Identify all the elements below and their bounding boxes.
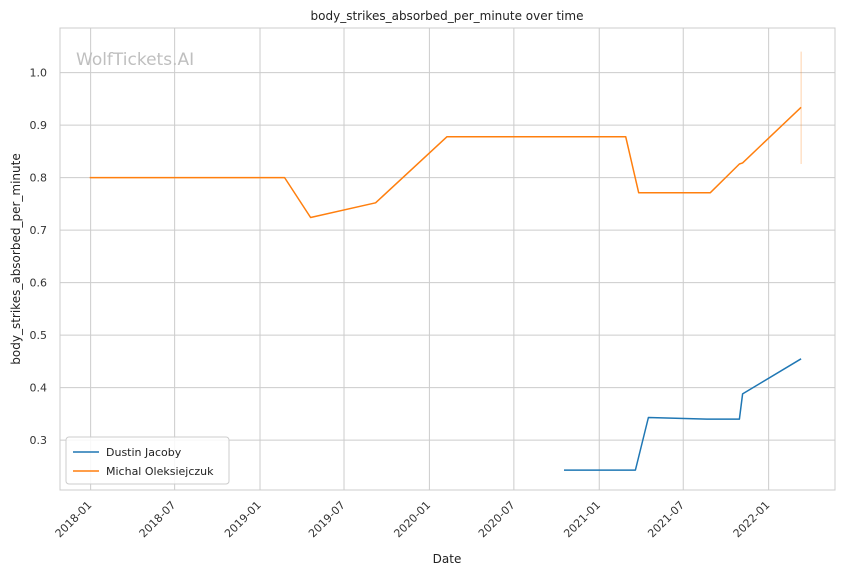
watermark: WolfTickets.AI <box>76 50 194 70</box>
y-axis-ticks: 0.3 0.4 0.5 0.6 0.7 0.8 0.9 1.0 <box>30 67 48 448</box>
y-tick-label: 0.5 <box>30 329 48 342</box>
grid <box>60 28 835 490</box>
y-tick-label: 1.0 <box>30 67 48 80</box>
y-tick-label: 0.8 <box>30 172 48 185</box>
x-tick-label: 2018-01 <box>53 499 95 541</box>
x-tick-label: 2018-07 <box>137 499 179 541</box>
x-tick-label: 2020-01 <box>391 499 433 541</box>
legend-label-michal-oleksiejczuk: Michal Oleksiejczuk <box>106 465 214 478</box>
series-layer <box>89 51 802 471</box>
x-tick-label: 2020-07 <box>476 499 518 541</box>
x-tick-label: 2019-01 <box>222 499 264 541</box>
x-tick-label: 2021-07 <box>645 499 687 541</box>
series-line-dustin-jacoby <box>564 358 802 471</box>
y-tick-label: 0.3 <box>30 434 48 447</box>
plot-frame <box>59 27 836 491</box>
chart-title: body_strikes_absorbed_per_minute over ti… <box>311 9 584 23</box>
y-tick-label: 0.4 <box>30 382 48 395</box>
y-tick-label: 0.7 <box>30 224 48 237</box>
x-axis-label: Date <box>433 552 462 566</box>
legend-label-dustin-jacoby: Dustin Jacoby <box>106 446 182 459</box>
x-tick-label: 2022-01 <box>731 499 773 541</box>
series-line-michal-oleksiejczuk <box>89 106 802 219</box>
legend: Dustin Jacoby Michal Oleksiejczuk <box>65 436 230 485</box>
y-tick-label: 0.6 <box>30 277 48 290</box>
y-axis-label: body_strikes_absorbed_per_minute <box>9 153 23 364</box>
x-axis-ticks: 2018-01 2018-07 2019-01 2019-07 2020-01 2020-… <box>53 499 773 541</box>
x-tick-label: 2019-07 <box>306 499 348 541</box>
y-tick-label: 0.9 <box>30 119 48 132</box>
legend-box <box>65 436 230 485</box>
x-tick-label: 2021-01 <box>561 499 603 541</box>
